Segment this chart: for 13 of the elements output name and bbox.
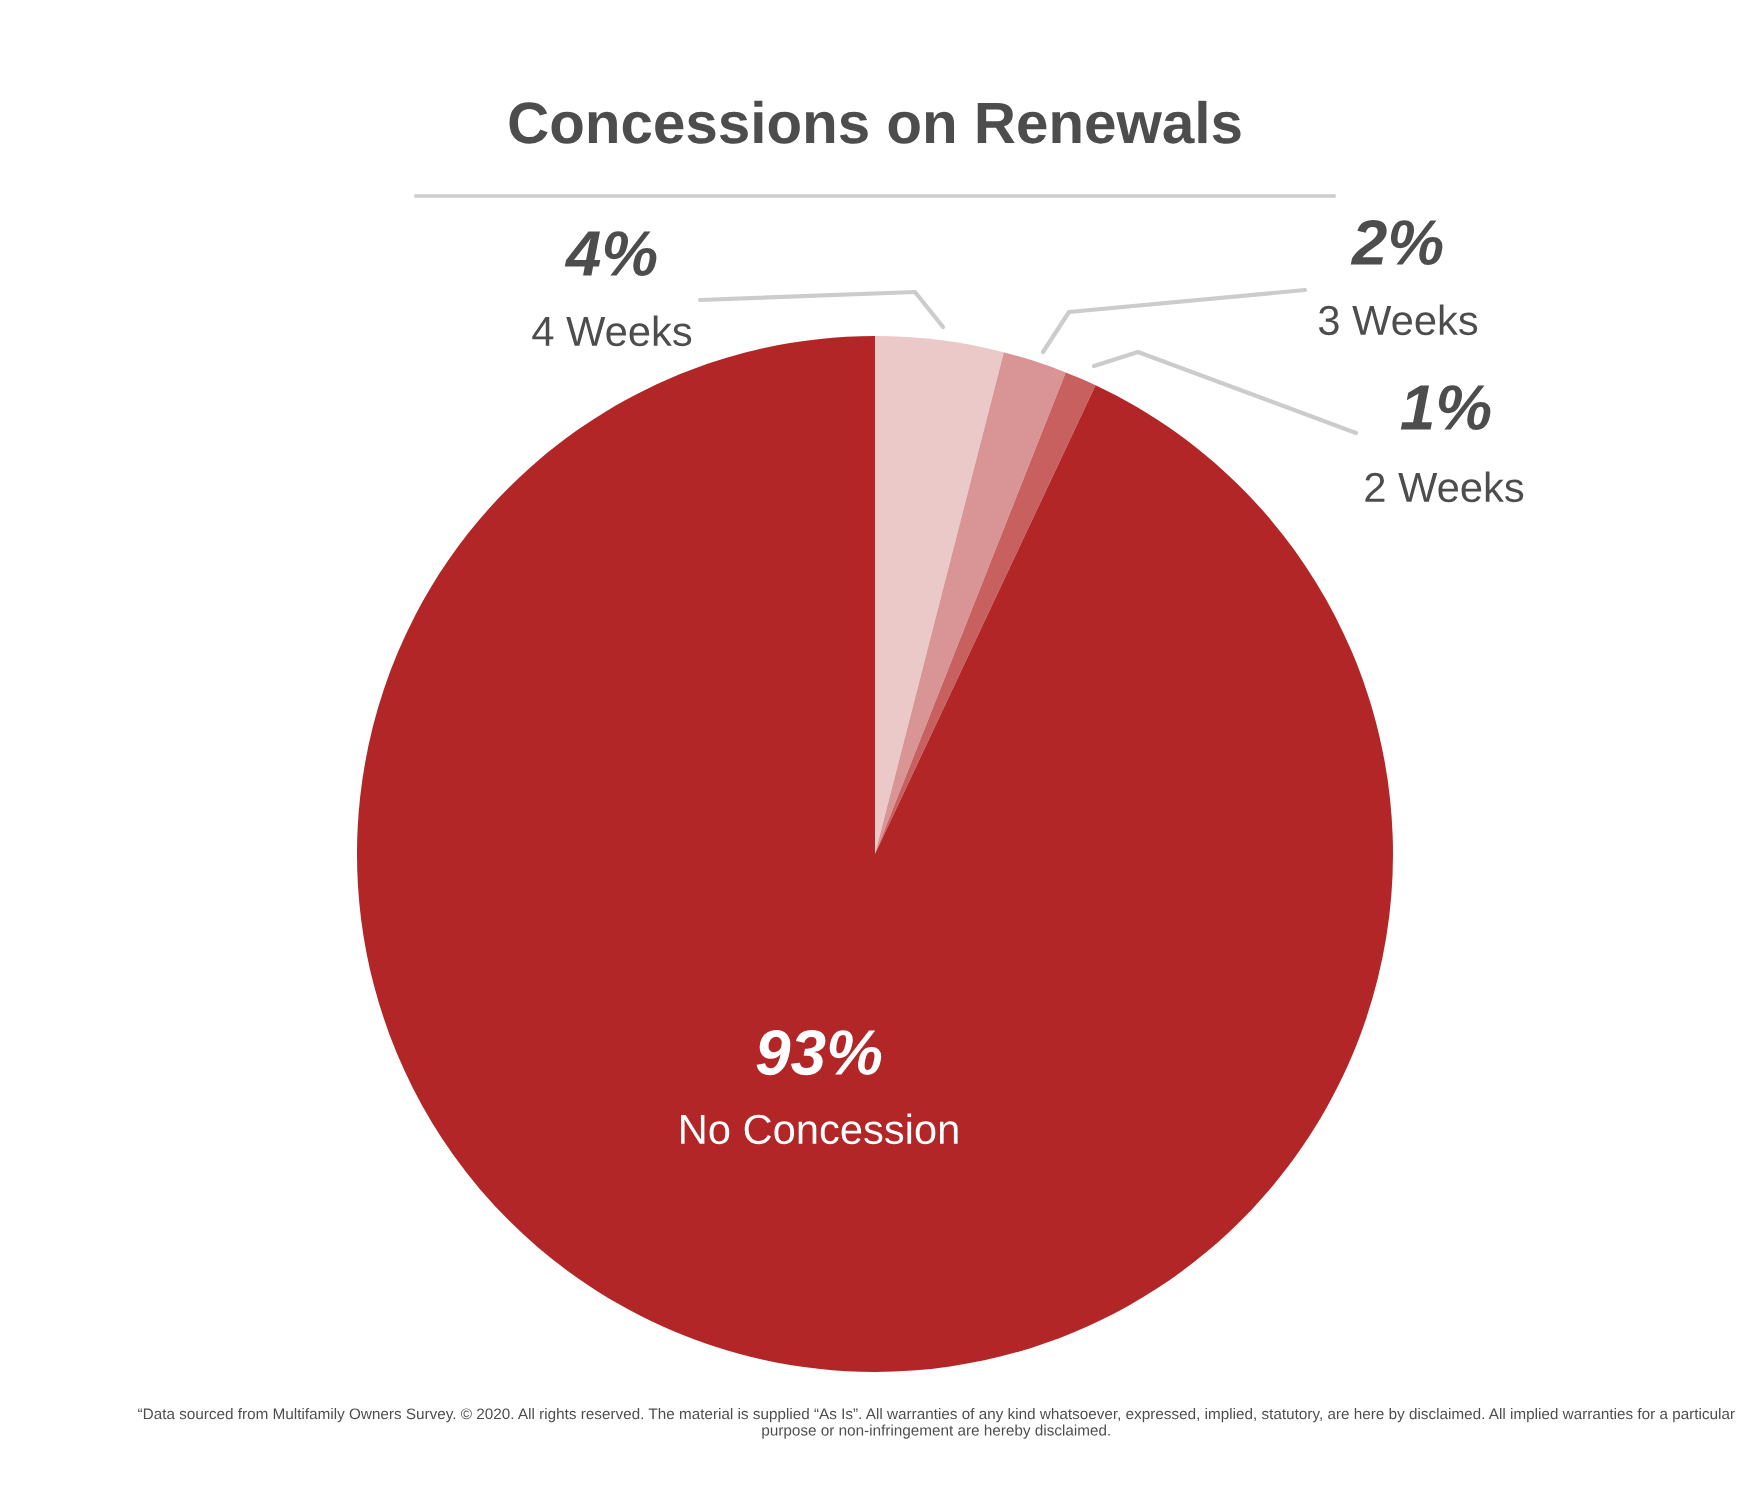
slice-label: 3 Weeks <box>1318 304 1478 336</box>
slice-label: 2 Weeks <box>1365 471 1524 503</box>
chart-title: Concessions on Renewals <box>509 100 1241 144</box>
data-label: 93% <box>756 1029 882 1076</box>
text: “Data sourced from Multifamily Owners Survey. © 2020. All rights reserved. The material is supplied “As Is”. All warranties of any kind whatsoever, expressed, implied, statutory, are here by disclaimed. All implied warranties for a particular purpose or non-infringement are hereby disclaimed. <box>138 1408 1735 1439</box>
data-label: 2% <box>1350 219 1443 265</box>
slice-label: No Concession <box>681 1113 958 1145</box>
pie-slice <box>875 372 1096 854</box>
pie-slice <box>875 336 1004 854</box>
slice-label: 4 Weeks <box>532 315 692 347</box>
data-label: 4% <box>564 231 657 276</box>
pie-slice <box>875 352 1066 854</box>
data-label: 1% <box>1400 385 1491 430</box>
